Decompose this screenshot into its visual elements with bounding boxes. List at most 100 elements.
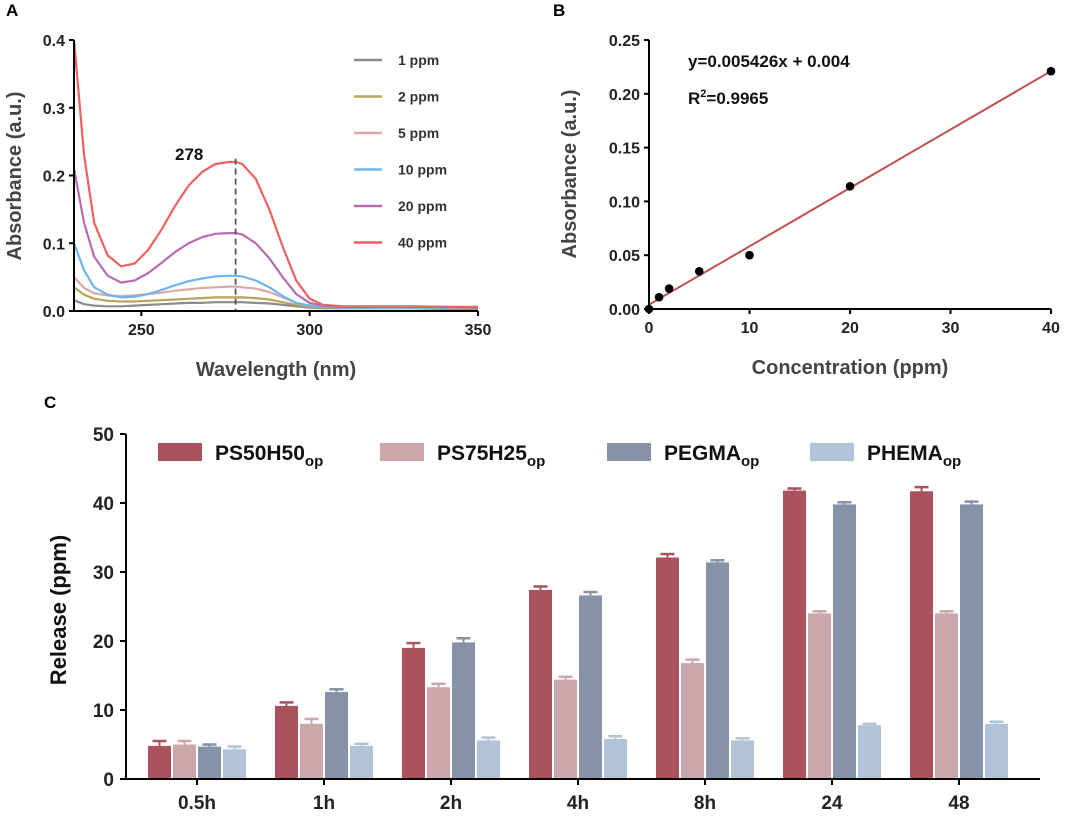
- panel-b-x-tick-label: 40: [1042, 320, 1060, 337]
- bar-pegma-4h: [579, 595, 602, 779]
- legend-label: 10 ppm: [398, 162, 447, 178]
- panel-a-chart: 278 250 300 350 0.0 0.1 0.2 0.3 0.4 Wavelength…: [4, 33, 491, 381]
- bar-phema-8h: [731, 740, 754, 779]
- legend-label: 40 ppm: [398, 235, 447, 251]
- bar-phema-24: [858, 725, 881, 779]
- panel-letter-a: A: [6, 1, 18, 20]
- panel-b-y-tick-label: 0.25: [609, 33, 640, 50]
- data-point: [1046, 66, 1056, 76]
- r-squared: R2=0.9965: [688, 88, 768, 108]
- panel-a-x-tick-label: 250: [128, 322, 155, 339]
- panel-c-chart: 0.5h 1h 2h 4h 8h 24 48 0 10 20 30 40 50 Release (pp…: [46, 425, 1040, 814]
- panel-c-x-tick-label: 2h: [440, 793, 462, 814]
- panel-a-x-tick-label: 350: [465, 322, 492, 339]
- panel-c-y-tick-label: 0: [103, 770, 114, 791]
- panel-b-x-tick-label: 20: [841, 320, 859, 337]
- bar-phema-2h: [477, 740, 500, 779]
- legend-label: 1 ppm: [398, 52, 439, 68]
- legend-label-name: PS50H50: [215, 442, 305, 465]
- panel-c-y-tick-label: 50: [93, 425, 114, 446]
- panel-c-x-tick-label: 8h: [694, 793, 716, 814]
- legend-swatch: [380, 443, 424, 461]
- panel-b-y-tick-label: 0.00: [609, 302, 640, 319]
- bar-ps50h50-1h: [275, 705, 298, 779]
- panel-c-y-tick-label: 40: [93, 494, 114, 515]
- panel-c-y-tick-label: 20: [93, 632, 114, 653]
- panel-a-y-tick-label: 0.1: [43, 236, 65, 253]
- legend-label: 2 ppm: [398, 89, 439, 105]
- bar-phema-1h: [350, 745, 373, 779]
- data-point: [745, 250, 754, 260]
- panel-a-y-tick-label: 0.2: [43, 169, 65, 186]
- bar-phema-4h: [604, 738, 627, 779]
- legend-label: 5 ppm: [398, 125, 439, 141]
- panel-c-x-tick-label: 48: [948, 793, 969, 814]
- panel-a-y-axis-label: Absorbance (a.u.): [4, 92, 26, 261]
- panel-c-y-tick-label: 30: [93, 563, 114, 584]
- r-squared-superscript: 2: [700, 88, 706, 100]
- bar-pegma-0.5h: [198, 746, 221, 779]
- bar-pegma-48: [960, 504, 983, 779]
- bar-ps75h25-1h: [300, 723, 323, 779]
- panel-c-x-tick-label: 4h: [567, 793, 589, 814]
- panel-letter-b: B: [553, 1, 565, 20]
- panel-b-chart: 0 10 20 30 40 0.00 0.05 0.10 0.15 0.20 0.25 y=0.0…: [559, 33, 1060, 379]
- panel-a-y-tick-label: 0.3: [43, 101, 65, 118]
- panel-b-x-tick-label: 30: [942, 320, 960, 337]
- panel-b-y-axis-label: Absorbance (a.u.): [559, 90, 581, 259]
- bar-ps75h25-24: [808, 613, 831, 779]
- data-point: [845, 182, 855, 191]
- legend-label-subscript: op: [943, 453, 961, 470]
- bar-ps50h50-8h: [656, 557, 679, 779]
- bar-ps75h25-4h: [554, 679, 577, 779]
- legend-label-subscript: op: [305, 453, 323, 470]
- bar-ps50h50-4h: [529, 589, 552, 779]
- panel-a-x-tick-label: 300: [296, 322, 323, 339]
- r-squared-label: R: [688, 89, 700, 108]
- data-point: [694, 267, 704, 276]
- panel-c-x-tick-label: 1h: [313, 793, 335, 814]
- panel-a-legend: 1 ppm 2 ppm 5 ppm 10 ppm 20 ppm 40 ppm: [354, 52, 447, 251]
- legend-label: PS75H25op: [437, 442, 545, 470]
- bar-ps50h50-48: [910, 491, 933, 779]
- legend-label: PS50H50op: [215, 442, 323, 470]
- panel-c-y-axis-label: Release (ppm): [46, 535, 71, 685]
- panel-c-x-tick-label: 0.5h: [178, 793, 216, 814]
- panel-b-x-tick-label: 10: [741, 320, 759, 337]
- bar-phema-48: [985, 723, 1008, 779]
- legend-swatch: [158, 443, 202, 461]
- panel-a-y-tick-label: 0.0: [43, 304, 65, 321]
- panel-c-y-tick-label: 10: [93, 701, 114, 722]
- legend-swatch: [607, 443, 651, 461]
- legend-label: 20 ppm: [398, 198, 447, 214]
- bar-ps75h25-0.5h: [173, 744, 196, 779]
- legend-label: PEGMAop: [664, 442, 759, 470]
- bar-ps50h50-0.5h: [148, 745, 171, 779]
- bar-ps75h25-8h: [681, 663, 704, 779]
- bar-pegma-24: [833, 504, 856, 779]
- fit-equation: y=0.005426x + 0.004: [688, 52, 850, 71]
- bar-ps50h50-2h: [402, 647, 425, 779]
- panel-letter-c: C: [44, 393, 56, 412]
- legend-label-name: PEGMA: [664, 442, 741, 465]
- panel-a-x-axis-label: Wavelength (nm): [196, 359, 356, 381]
- legend-label-subscript: op: [527, 453, 545, 470]
- bar-pegma-1h: [325, 692, 348, 779]
- data-point: [654, 292, 664, 302]
- panel-a-y-tick-label: 0.4: [43, 33, 65, 50]
- panel-b-y-tick-label: 0.20: [609, 87, 640, 104]
- peak-annotation: 278: [175, 145, 203, 164]
- panel-b-y-tick-label: 0.05: [609, 248, 640, 265]
- bar-phema-0.5h: [223, 749, 246, 779]
- legend-swatch: [810, 443, 854, 461]
- bar-ps75h25-2h: [427, 687, 450, 779]
- bar-pegma-8h: [706, 562, 729, 779]
- panel-b-y-tick-label: 0.15: [609, 141, 640, 158]
- bar-ps75h25-48: [935, 613, 958, 779]
- r-squared-value: =0.9965: [706, 89, 768, 108]
- legend-label-name: PS75H25: [437, 442, 527, 465]
- panel-b-x-tick-label: 0: [645, 320, 654, 337]
- panel-b-y-tick-label: 0.10: [609, 194, 640, 211]
- panel-c-legend: PS50H50op PS75H25op PEGMAop PHEMAop: [158, 442, 961, 470]
